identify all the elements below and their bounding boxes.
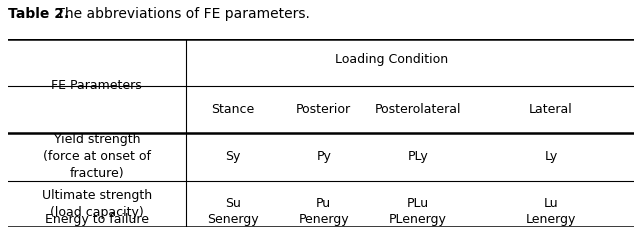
Text: Loading Condition: Loading Condition — [335, 53, 449, 66]
Text: Energy to failure: Energy to failure — [45, 213, 149, 226]
Text: Table 2.: Table 2. — [8, 7, 69, 21]
Text: PLu: PLu — [406, 197, 429, 210]
Text: Ultimate strength
(load capacity): Ultimate strength (load capacity) — [42, 188, 152, 218]
Text: Ly: Ly — [545, 150, 557, 163]
Text: The abbreviations of FE parameters.: The abbreviations of FE parameters. — [52, 7, 310, 21]
Text: Senergy: Senergy — [207, 213, 259, 226]
Text: FE Parameters: FE Parameters — [51, 79, 142, 92]
Text: Py: Py — [316, 150, 332, 163]
Text: Sy: Sy — [225, 150, 241, 163]
Text: PLenergy: PLenergy — [388, 213, 447, 226]
Text: PLy: PLy — [407, 150, 428, 163]
Text: Pu: Pu — [316, 197, 332, 210]
Text: Yield strength
(force at onset of
fracture): Yield strength (force at onset of fractu… — [43, 133, 151, 180]
Text: Lateral: Lateral — [529, 103, 573, 116]
Text: Posterolateral: Posterolateral — [374, 103, 461, 116]
Text: Lu: Lu — [543, 197, 558, 210]
Text: Stance: Stance — [211, 103, 255, 116]
Text: Penergy: Penergy — [298, 213, 349, 226]
Text: Su: Su — [225, 197, 241, 210]
Text: Posterior: Posterior — [296, 103, 351, 116]
Text: Lenergy: Lenergy — [526, 213, 576, 226]
